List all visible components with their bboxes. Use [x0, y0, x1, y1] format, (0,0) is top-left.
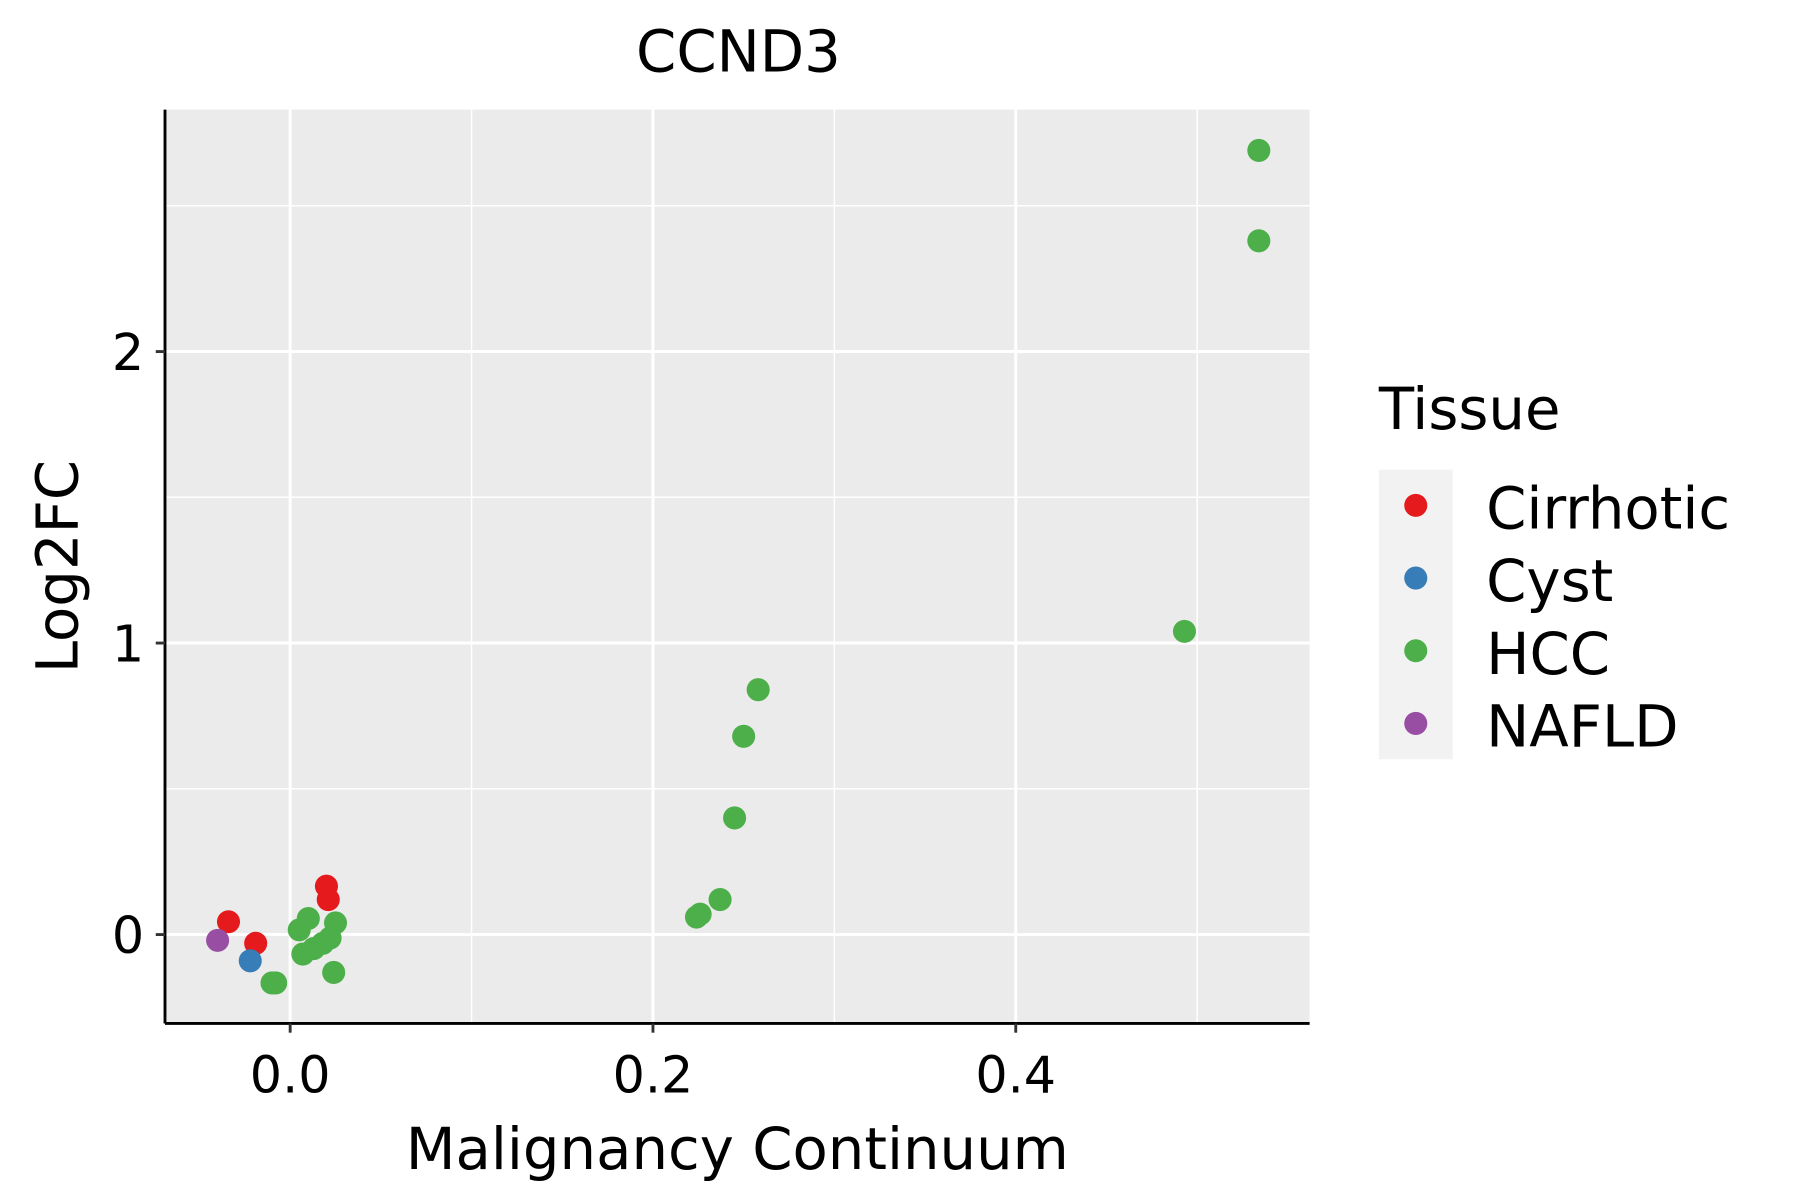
legend-label-hcc: HCC: [1486, 620, 1610, 688]
legend-label-cyst: Cyst: [1486, 547, 1613, 615]
y-tick-label: 0: [112, 906, 144, 965]
data-point-cirrhotic: [244, 931, 268, 955]
data-point-hcc: [1247, 138, 1271, 162]
data-point-nafld: [206, 928, 230, 952]
x-axis-label: Malignancy Continuum: [406, 1115, 1069, 1183]
x-tick-label: 0.0: [250, 1046, 331, 1105]
legend-key-cirrhotic: [1404, 493, 1428, 517]
x-tick-label: 0.2: [613, 1046, 694, 1105]
plot-panel: [165, 109, 1310, 1024]
legend-label-nafld: NAFLD: [1486, 693, 1678, 761]
data-point-hcc: [708, 888, 732, 912]
data-point-hcc: [688, 902, 712, 926]
legend-key-hcc: [1404, 639, 1428, 663]
legend-key-cyst: [1404, 566, 1428, 590]
data-point-hcc: [1247, 229, 1271, 253]
data-point-cirrhotic: [316, 888, 340, 912]
legend-key-nafld: [1404, 711, 1428, 735]
data-point-hcc: [323, 911, 348, 935]
chart-title: CCND3: [636, 18, 841, 86]
y-axis-label: Log2FC: [23, 460, 91, 673]
legend-label-cirrhotic: Cirrhotic: [1486, 474, 1730, 542]
data-point-hcc: [296, 906, 320, 931]
y-tick-label: 1: [112, 615, 144, 674]
data-point-hcc: [264, 971, 288, 995]
x-tick-label: 0.4: [975, 1046, 1056, 1105]
data-point-hcc: [723, 806, 747, 830]
data-point-hcc: [746, 678, 770, 702]
data-point-hcc: [1172, 619, 1196, 643]
data-point-hcc: [322, 960, 346, 984]
data-point-hcc: [732, 724, 756, 748]
data-point-cirrhotic: [216, 910, 241, 934]
legend-key-background: [1378, 469, 1453, 760]
data-point-cyst: [238, 949, 262, 973]
y-tick-label: 2: [112, 323, 144, 382]
legend-title: Tissue: [1378, 375, 1561, 443]
